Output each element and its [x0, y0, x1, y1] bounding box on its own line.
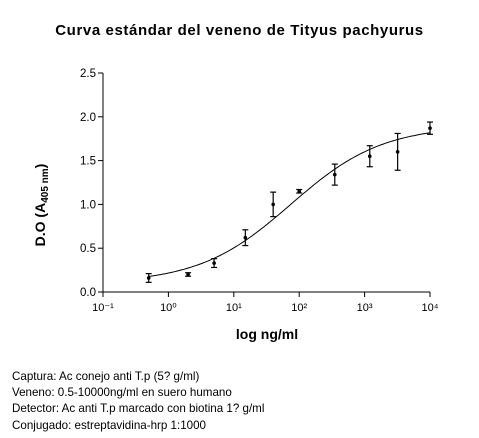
- experiment-notes: Captura: Ac conejo anti T.p (5? g/ml) Ve…: [12, 369, 264, 434]
- x-tick-label: 10⁴: [422, 302, 439, 314]
- y-tick-label: 1.5: [80, 156, 96, 168]
- point-marker: [367, 154, 372, 159]
- chart-plot: 0.0 0.5 1.0 1.5 2.0 2.5 10⁻¹ 10⁰ 10¹ 10² 10³ 10⁴ lo…: [32, 68, 439, 342]
- data-point: [331, 163, 338, 186]
- data-point: [211, 258, 218, 269]
- point-marker: [271, 202, 275, 207]
- data-point: [394, 132, 401, 171]
- x-tick-label: 10¹: [226, 302, 242, 314]
- point-marker: [212, 261, 216, 265]
- data-point: [242, 229, 249, 247]
- point-marker: [186, 272, 190, 277]
- note-capture: Captura: Ac conejo anti T.p (5? g/ml): [12, 370, 200, 383]
- y-tick-label: 1.0: [80, 199, 96, 211]
- note-venom: Veneno: 0.5-10000ng/ml en suero humano: [12, 386, 232, 400]
- point-marker: [243, 235, 248, 240]
- y-tick-label: 0.0: [80, 287, 96, 299]
- note-conjugate: Conjugado: estreptavidina-hrp 1:1000: [12, 418, 207, 432]
- note-detector: Detector: Ac anti T.p marcado con biotin…: [12, 402, 265, 416]
- point-marker: [146, 276, 151, 280]
- y-axis-label: D.O (A405 nm): [32, 164, 51, 247]
- y-axis-label-main: D.O (A: [32, 203, 48, 247]
- ticks: 0.0 0.5 1.0 1.5 2.0 2.5 10⁻¹ 10⁰ 10¹ 10² 10³ 10⁴: [80, 68, 439, 314]
- chart-title: Curva estándar del veneno de Tityus pach…: [55, 22, 424, 39]
- point-marker: [395, 150, 400, 154]
- x-tick-label: 10⁻¹: [92, 302, 114, 314]
- y-tick-label: 2.0: [80, 112, 96, 124]
- y-axis-label-end: ): [32, 164, 48, 169]
- point-marker: [332, 172, 337, 177]
- point-marker: [428, 126, 432, 130]
- data-points: [145, 121, 433, 283]
- x-tick-label: 10²: [291, 302, 307, 314]
- data-point: [296, 188, 303, 194]
- x-tick-label: 10³: [357, 302, 373, 314]
- y-tick-label: 2.5: [80, 68, 96, 80]
- data-point: [366, 145, 373, 168]
- x-axis-label: log ng/ml: [236, 326, 298, 342]
- x-tick-label: 10⁰: [160, 302, 177, 314]
- data-point: [427, 121, 433, 135]
- data-point: [185, 272, 192, 277]
- fit-curve: [148, 132, 431, 277]
- y-axis-label-sub: 405 nm: [40, 168, 51, 203]
- data-point: [270, 191, 277, 218]
- point-marker: [297, 189, 302, 194]
- axes: [102, 73, 430, 293]
- data-point: [145, 273, 152, 283]
- y-tick-label: 0.5: [80, 243, 96, 255]
